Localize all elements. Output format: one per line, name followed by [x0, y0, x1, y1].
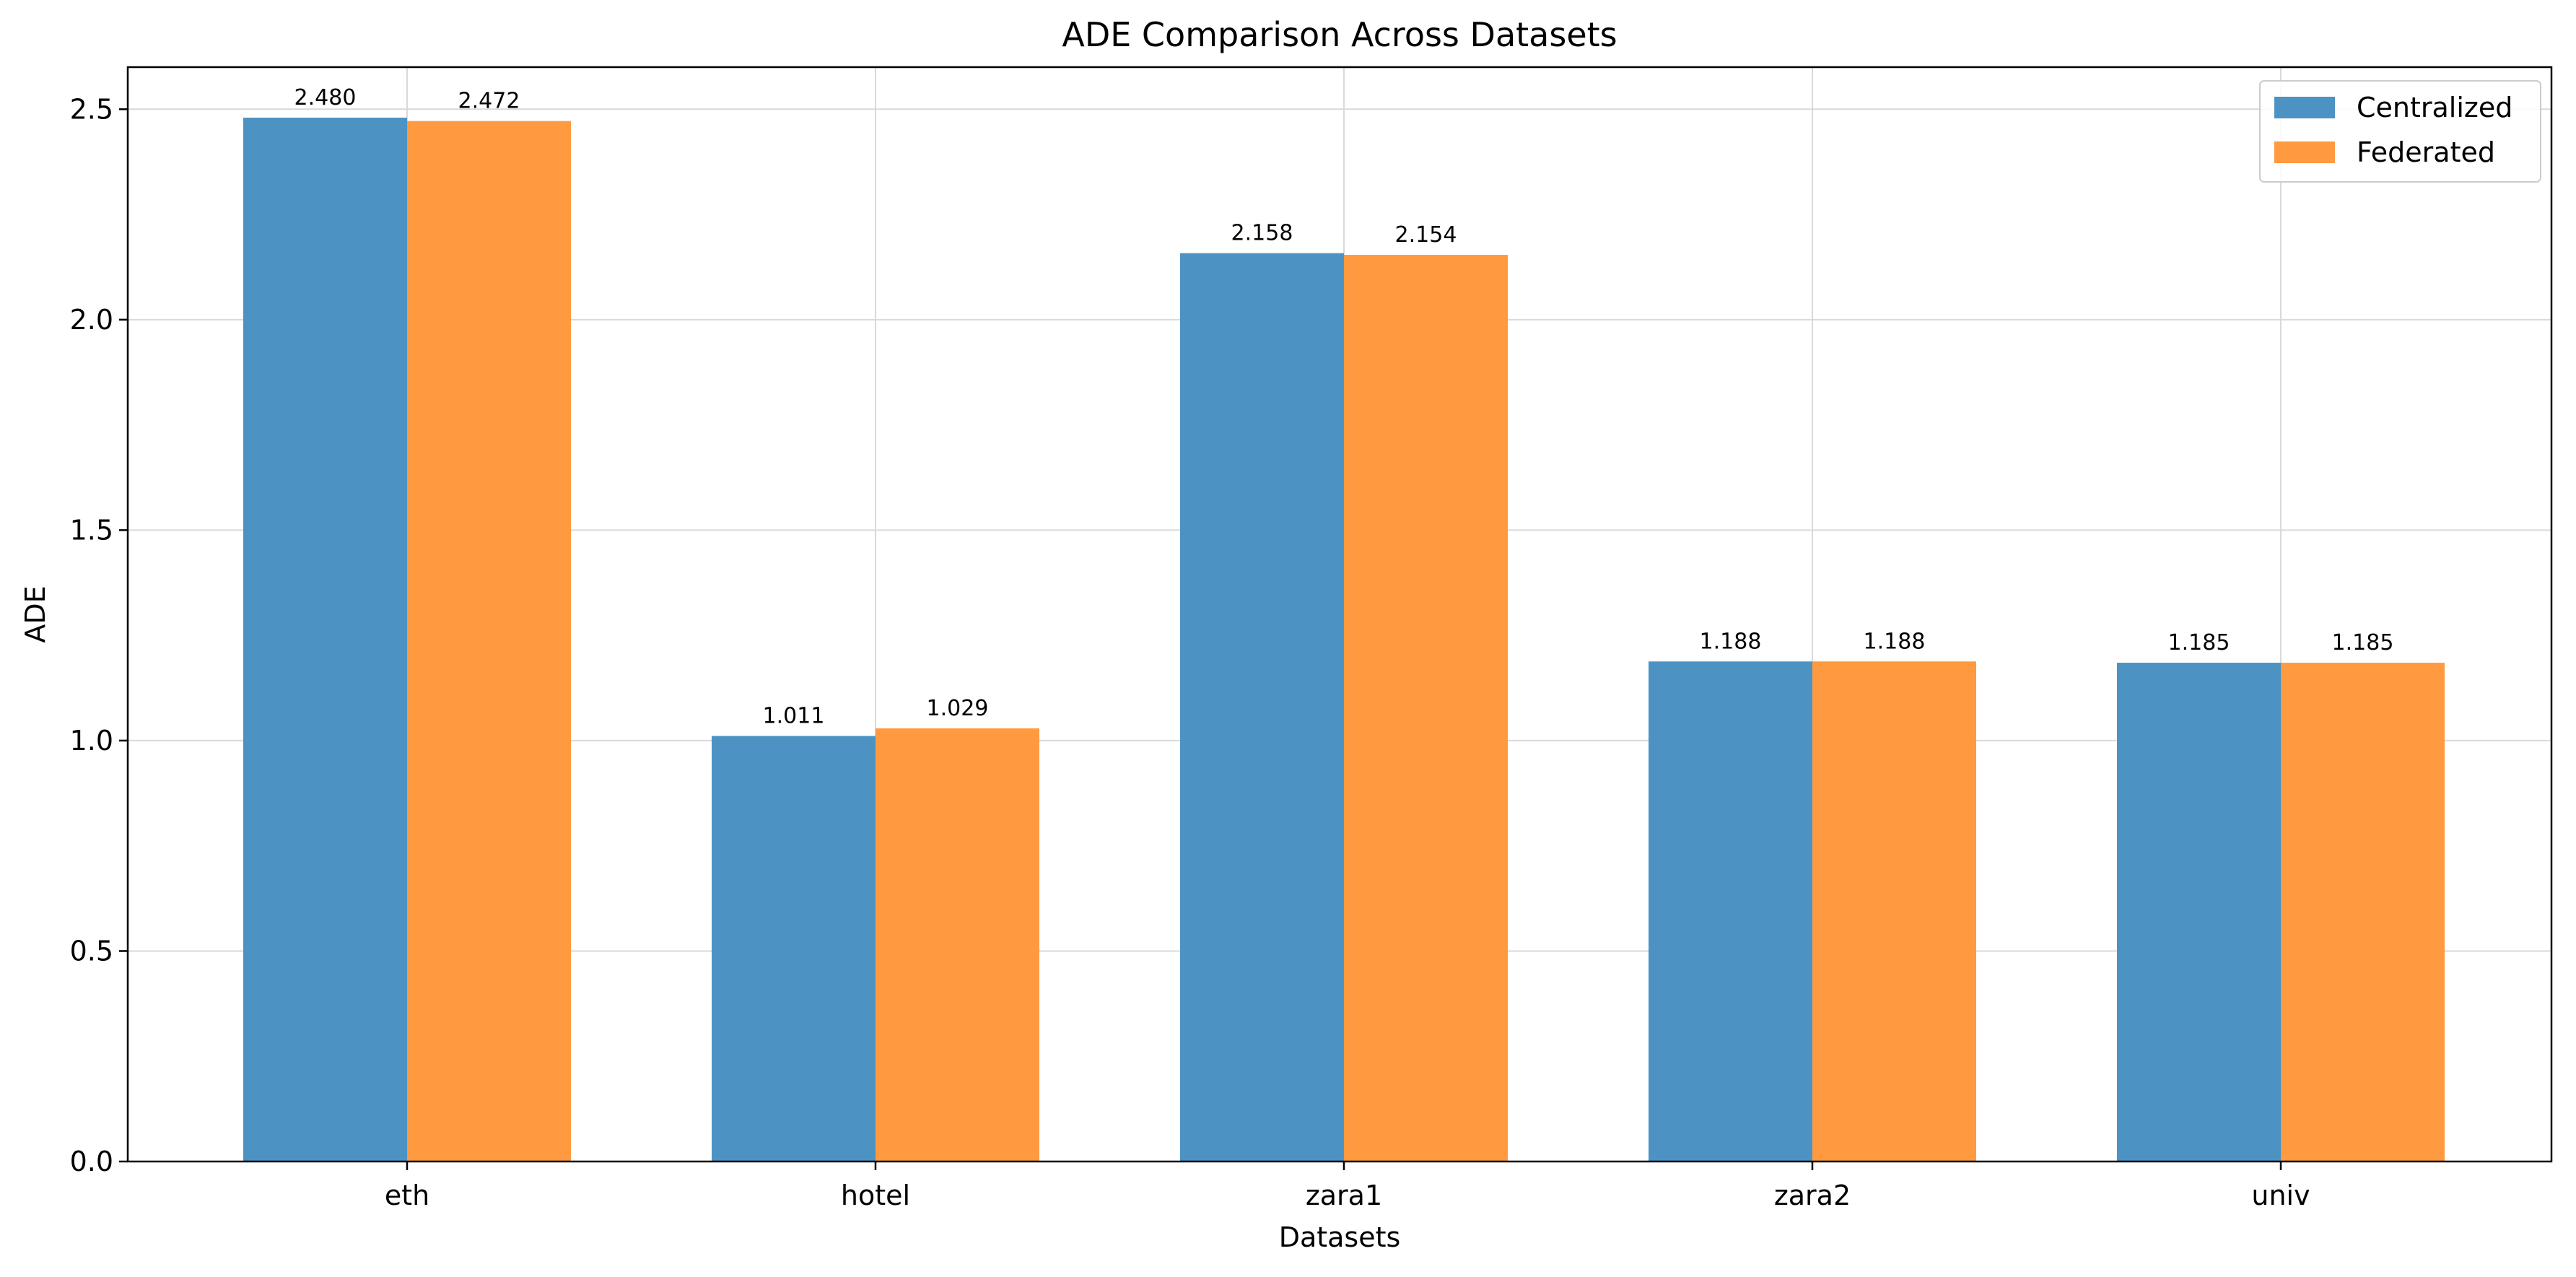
legend: Centralized Federated: [2259, 80, 2541, 183]
data-label: 2.158: [1231, 221, 1293, 246]
bar-centralized-univ: [2117, 663, 2281, 1161]
x-tick-label: zara1: [1306, 1180, 1382, 1211]
x-tick-label: eth: [385, 1180, 429, 1211]
y-axis: 0.0 0.5 1.0 1.5 2.0 2.5: [70, 93, 128, 1177]
data-label: 2.472: [458, 89, 520, 114]
bar-centralized-zara1: [1180, 253, 1344, 1162]
data-labels: 2.480 1.011 2.158 1.188 1.185 2.472 1.029 2.154…: [294, 85, 2394, 729]
y-tick-label: 2.0: [70, 304, 113, 336]
bar-federated-zara1: [1344, 255, 1508, 1162]
y-axis-title: ADE: [19, 585, 51, 642]
legend-swatch-centralized: [2274, 97, 2335, 118]
legend-label: Centralized: [2357, 92, 2512, 123]
bar-federated-hotel: [876, 728, 1039, 1161]
y-tick-label: 1.0: [70, 725, 113, 757]
x-axis-title: Datasets: [1279, 1221, 1401, 1253]
legend-swatch-federated: [2274, 141, 2335, 163]
y-tick-label: 0.5: [70, 935, 113, 967]
x-tick-label: univ: [2251, 1180, 2310, 1211]
data-label: 2.154: [1395, 222, 1457, 248]
bars: [243, 117, 2445, 1162]
bar-centralized-eth: [243, 117, 407, 1161]
bar-federated-univ: [2281, 663, 2445, 1161]
data-label: 1.011: [763, 704, 825, 729]
bar-federated-zara2: [1812, 661, 1976, 1161]
bar-federated-eth: [407, 121, 571, 1162]
x-tick-label: zara2: [1774, 1180, 1851, 1211]
data-label: 2.480: [294, 85, 357, 110]
data-label: 1.185: [2168, 630, 2230, 655]
data-label: 1.188: [1864, 629, 1926, 654]
legend-label: Federated: [2357, 136, 2495, 168]
data-label: 1.029: [927, 696, 989, 721]
x-axis: eth hotel zara1 zara2 univ: [385, 1161, 2310, 1211]
y-tick-label: 0.0: [70, 1146, 113, 1177]
bar-centralized-hotel: [712, 736, 876, 1161]
bar-centralized-zara2: [1649, 661, 1812, 1161]
plot-frame: [126, 66, 2553, 1163]
data-label: 1.188: [1700, 629, 1762, 654]
chart-title: ADE Comparison Across Datasets: [1062, 15, 1617, 54]
x-tick-label: hotel: [841, 1180, 910, 1211]
y-tick-label: 1.5: [70, 514, 113, 546]
data-label: 1.185: [2332, 630, 2394, 655]
y-tick-label: 2.5: [70, 93, 113, 125]
